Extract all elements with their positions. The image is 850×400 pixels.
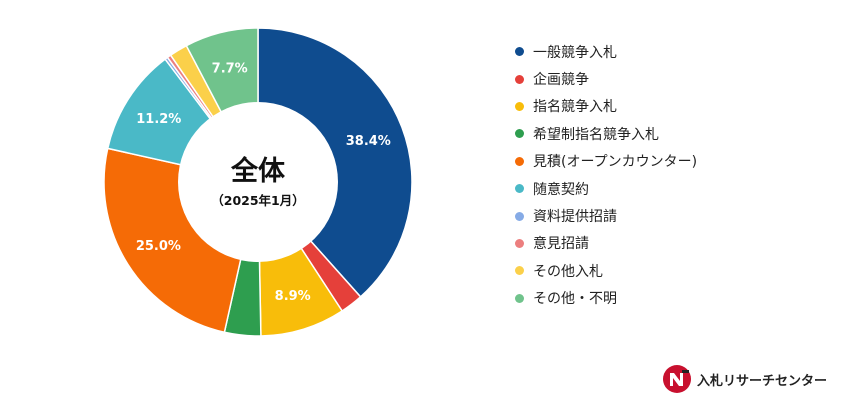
legend-marker	[515, 74, 524, 84]
legend-marker	[515, 156, 524, 166]
brand-name: 入札リサーチセンター	[697, 373, 828, 389]
legend-marker	[515, 101, 524, 111]
slice-label-10: 7.7%	[212, 61, 248, 76]
legend-label: 見積(オープンカウンター)	[533, 154, 698, 171]
chart-subtitle: （2025年1月）	[211, 193, 305, 208]
slice-label-6: 11.2%	[136, 112, 181, 127]
legend-label: 一般競争入札	[533, 44, 617, 61]
legend-label: その他入札	[533, 263, 603, 280]
legend-item: 指名競争入札	[515, 93, 697, 120]
legend-item: 随意契約	[515, 175, 697, 202]
legend-label: 指名競争入札	[533, 99, 617, 116]
legend-marker	[515, 293, 524, 303]
legend-label: 随意契約	[533, 181, 589, 198]
legend-label: 企画競争	[533, 72, 589, 89]
legend-marker	[515, 211, 524, 221]
legend-item: 意見招請	[515, 230, 697, 257]
legend-label: 意見招請	[533, 236, 589, 253]
donut-chart: 38.4% 8.9% 25.0% 11.2% 7.7% 全体 （2025年1月）	[103, 27, 413, 337]
legend-item: 資料提供招請	[515, 202, 697, 229]
slice-label-5: 25.0%	[136, 239, 181, 254]
chart-legend: 一般競争入札 企画競争指名競争入札希望制指名競争入札見積(オープンカウンター) 随意…	[515, 38, 697, 312]
legend-item: その他入札	[515, 257, 697, 284]
legend-item: 希望制指名競争入札	[515, 120, 697, 147]
legend-item: 見積(オープンカウンター)	[515, 148, 697, 175]
legend-label: その他・不明	[533, 291, 617, 308]
slice-label-1: 38.4%	[346, 134, 391, 149]
legend-label: 希望制指名競争入札	[533, 126, 659, 143]
legend-label: 資料提供招請	[533, 209, 617, 226]
legend-marker	[515, 238, 524, 248]
slice-label-3: 8.9%	[275, 289, 311, 304]
legend-item: その他・不明	[515, 285, 697, 312]
legend-item: 企画競争	[515, 65, 697, 92]
legend-marker	[515, 129, 524, 139]
slice-labels: 38.4% 8.9% 25.0% 11.2% 7.7%	[136, 61, 391, 303]
brand-logo-icon	[663, 365, 691, 393]
donut-hole	[178, 102, 338, 262]
legend-marker	[515, 266, 524, 276]
legend-item: 一般競争入札	[515, 38, 697, 65]
brand-logo: 入札リサーチセンター	[662, 364, 827, 394]
chart-title: 全体	[230, 155, 286, 187]
legend-marker	[515, 47, 524, 57]
legend-marker	[515, 184, 524, 194]
